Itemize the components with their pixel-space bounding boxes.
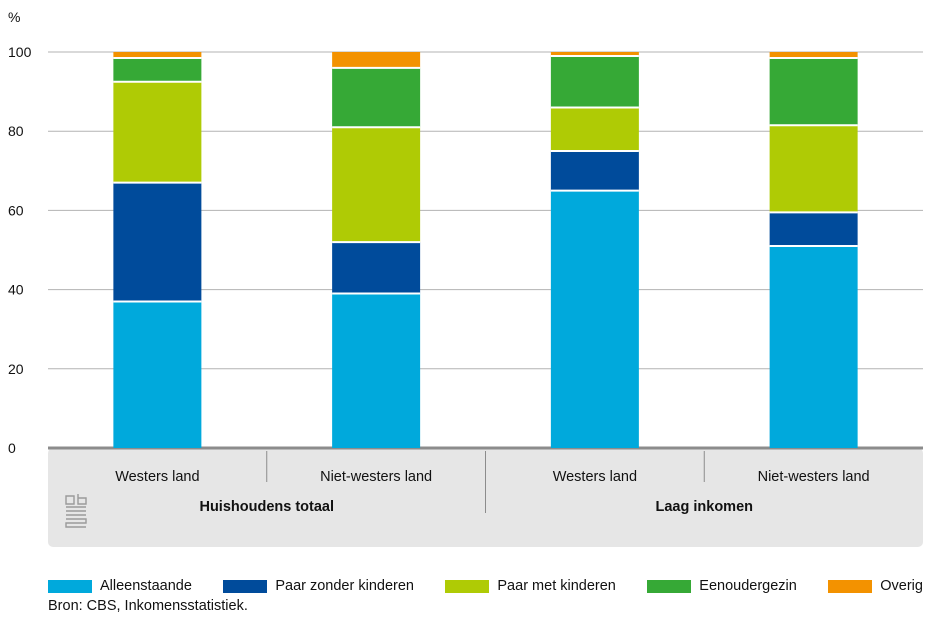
x-axis-category-labels: Westers land Niet-westers land Westers lan… [115, 451, 870, 513]
legend-item-paar-zonder-kinderen: Paar zonder kinderen [223, 578, 414, 594]
bars [113, 52, 858, 448]
y-tick-label: 60 [8, 202, 24, 218]
x-axis-group-labels: Huishoudens totaal Laag inkomen [199, 499, 753, 515]
source-note: Bron: CBS, Inkomensstatistiek. [48, 598, 248, 614]
bar-segment-alleenstaande [550, 190, 639, 448]
legend-label: Paar met kinderen [497, 578, 616, 594]
bar-segment-eenoudergezin [113, 57, 202, 82]
bar-segment-eenoudergezin [332, 67, 421, 128]
bar-segment-overig [769, 52, 858, 58]
bar-segment-alleenstaande [332, 293, 421, 448]
legend-label: Alleenstaande [100, 578, 192, 594]
legend-item-paar-met-kinderen: Paar met kinderen [445, 578, 616, 594]
bar-segment-paar-zonder-kinderen [332, 242, 421, 294]
legend: Alleenstaande Paar zonder kinderen Paar … [48, 575, 923, 597]
stacked-bar-chart: 0 20 40 60 80 100 % Westers land Niet-westers … [8, 9, 923, 547]
legend-swatch [647, 579, 692, 593]
legend-label: Overig [880, 578, 923, 594]
x-category-label: Westers land [553, 469, 637, 485]
bar-segment-paar-met-kinderen [113, 81, 202, 183]
legend-swatch [445, 579, 490, 593]
bar-segment-paar-zonder-kinderen [550, 151, 639, 191]
bar-segment-paar-zonder-kinderen [113, 182, 202, 302]
bar-segment-paar-met-kinderen [769, 125, 858, 213]
y-tick-label: 40 [8, 282, 24, 298]
bar-segment-overig [550, 52, 639, 56]
x-category-label: Niet-westers land [320, 469, 432, 485]
x-group-label: Huishoudens totaal [199, 499, 334, 515]
bar-segment-overig [113, 52, 202, 58]
x-category-label: Westers land [115, 469, 199, 485]
legend-label: Paar zonder kinderen [275, 578, 414, 594]
legend-item-eenoudergezin: Eenoudergezin [647, 578, 797, 594]
legend-item-overig: Overig [828, 578, 923, 594]
y-tick-label: 80 [8, 123, 24, 139]
bar-segment-alleenstaande [769, 246, 858, 448]
x-group-label: Laag inkomen [656, 499, 754, 515]
bar-segment-paar-zonder-kinderen [769, 212, 858, 247]
legend-swatch [223, 579, 268, 593]
bar-segment-paar-met-kinderen [332, 127, 421, 243]
bar-segment-eenoudergezin [769, 57, 858, 126]
bar-segment-eenoudergezin [550, 55, 639, 108]
bar-segment-overig [332, 52, 421, 68]
y-axis-ticks: 0 20 40 60 80 100 [8, 44, 32, 456]
legend-swatch [48, 579, 92, 593]
x-category-label: Niet-westers land [758, 469, 870, 485]
legend-swatch [828, 579, 873, 593]
y-tick-label: 0 [8, 440, 16, 456]
legend-label: Eenoudergezin [699, 578, 797, 594]
y-tick-label: 20 [8, 361, 24, 377]
bar-segment-alleenstaande [113, 301, 202, 448]
legend-item-alleenstaande: Alleenstaande [48, 578, 192, 594]
y-tick-label: 100 [8, 44, 32, 60]
y-axis-unit-label: % [8, 9, 20, 25]
cbs-logo-icon [65, 494, 87, 528]
bar-segment-paar-met-kinderen [550, 107, 639, 151]
